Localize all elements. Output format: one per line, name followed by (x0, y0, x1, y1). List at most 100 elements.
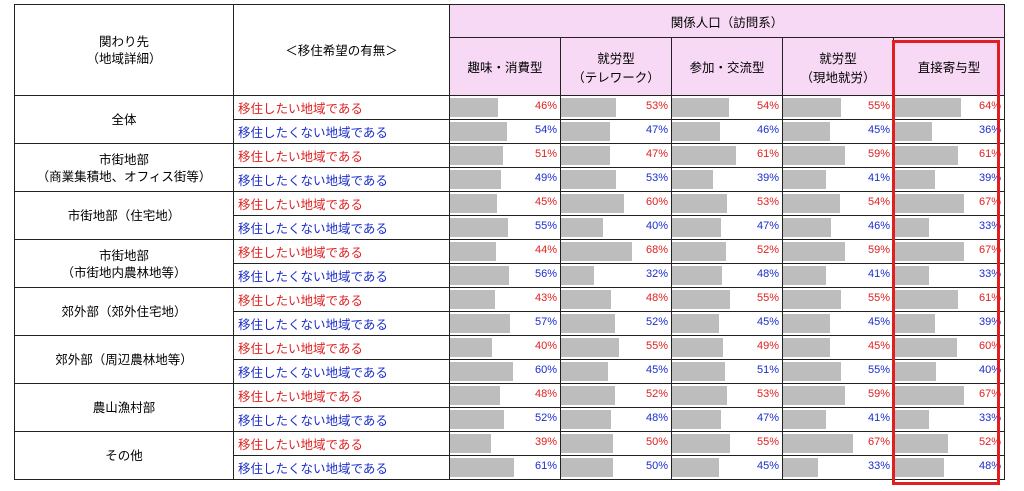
bar-no (561, 314, 616, 333)
bar-cell: 40% (893, 359, 1005, 384)
percent-label: 52% (534, 412, 557, 424)
percent-label: 64% (978, 100, 1001, 112)
region-label: 市街地部 （商業集積地、オフィス街等） (14, 143, 234, 192)
bar-yes (894, 290, 958, 309)
bar-cell: 60% (893, 335, 1005, 360)
bar-cell: 43% (449, 287, 561, 312)
bar-cell: 41% (782, 407, 894, 432)
group-header: 関係人口（訪問系） (449, 4, 1005, 38)
bar-yes (894, 194, 965, 213)
bar-cell: 54% (671, 95, 783, 120)
percent-label: 48% (756, 268, 779, 280)
percent-label: 59% (867, 388, 890, 400)
percent-label: 41% (867, 268, 890, 280)
percent-label: 52% (756, 244, 779, 256)
bar-no (450, 170, 502, 189)
bar-no (450, 458, 514, 477)
percent-label: 51% (534, 148, 557, 160)
table-row: 移住したくない地域である 49% 53% 39% 41% 39% (15, 167, 1005, 192)
bar-cell: 61% (893, 143, 1005, 168)
bar-cell: 44% (449, 239, 561, 264)
bar-cell: 52% (449, 407, 561, 432)
percent-label: 67% (867, 436, 890, 448)
bar-cell: 33% (893, 263, 1005, 288)
bar-yes (783, 194, 840, 213)
percent-label: 49% (756, 340, 779, 352)
percent-label: 46% (756, 124, 779, 136)
bar-yes (450, 434, 491, 453)
percent-label: 53% (756, 388, 779, 400)
bar-yes (450, 194, 498, 213)
category-header: 就労型 （テレワーク） (560, 37, 672, 96)
bar-cell: 48% (893, 455, 1005, 480)
bar-yes (894, 242, 965, 261)
wish-label-yes: 移住したい地域である (233, 335, 450, 360)
bar-yes (561, 386, 616, 405)
percent-label: 40% (645, 220, 668, 232)
bar-cell: 47% (671, 407, 783, 432)
percent-label: 49% (534, 172, 557, 184)
bar-cell: 55% (782, 359, 894, 384)
category-header: 直接寄与型 (893, 37, 1005, 96)
bar-yes (783, 386, 845, 405)
bar-cell: 45% (671, 455, 783, 480)
bar-no (783, 266, 826, 285)
percent-label: 45% (867, 124, 890, 136)
percent-label: 59% (867, 148, 890, 160)
bar-yes (561, 146, 611, 165)
bar-no (672, 266, 723, 285)
bar-cell: 68% (560, 239, 672, 264)
bar-no (894, 170, 935, 189)
bar-cell: 45% (782, 335, 894, 360)
percent-label: 67% (978, 388, 1001, 400)
bar-yes (561, 290, 612, 309)
percent-label: 50% (645, 460, 668, 472)
bar-cell: 59% (782, 143, 894, 168)
percent-label: 33% (978, 412, 1001, 424)
percent-label: 45% (645, 364, 668, 376)
bar-cell: 61% (449, 455, 561, 480)
bar-yes (894, 146, 958, 165)
percent-label: 47% (645, 148, 668, 160)
bar-cell: 36% (893, 119, 1005, 144)
category-header: 就労型 （現地就労） (782, 37, 894, 96)
bar-yes (561, 338, 619, 357)
percent-label: 45% (867, 340, 890, 352)
bar-cell: 47% (560, 143, 672, 168)
bar-cell: 57% (449, 311, 561, 336)
percent-label: 61% (978, 148, 1001, 160)
bar-no (672, 314, 720, 333)
percent-label: 47% (756, 220, 779, 232)
bar-yes (561, 194, 624, 213)
bar-no (561, 266, 595, 285)
bar-cell: 52% (560, 311, 672, 336)
percent-label: 61% (534, 460, 557, 472)
bar-cell: 55% (782, 287, 894, 312)
bar-no (561, 362, 609, 381)
percent-label: 54% (867, 196, 890, 208)
bar-cell: 61% (893, 287, 1005, 312)
bar-cell: 41% (782, 263, 894, 288)
bar-yes (894, 386, 965, 405)
percent-label: 41% (867, 412, 890, 424)
bar-cell: 56% (449, 263, 561, 288)
bar-cell: 39% (449, 431, 561, 456)
bar-cell: 53% (671, 191, 783, 216)
wish-label-yes: 移住したい地域である (233, 191, 450, 216)
bar-cell: 48% (560, 407, 672, 432)
region-label: 市街地部（住宅地） (14, 191, 234, 240)
bar-cell: 59% (782, 239, 894, 264)
region-column-header: 関わり先 （地域詳細） (14, 4, 234, 96)
percent-label: 41% (867, 172, 890, 184)
bar-cell: 40% (560, 215, 672, 240)
bar-no (561, 170, 617, 189)
bar-cell: 32% (560, 263, 672, 288)
percent-label: 45% (756, 460, 779, 472)
bar-cell: 51% (449, 143, 561, 168)
percent-label: 48% (645, 292, 668, 304)
percent-label: 54% (534, 124, 557, 136)
percent-label: 55% (867, 292, 890, 304)
bar-cell: 55% (449, 215, 561, 240)
bar-cell: 64% (893, 95, 1005, 120)
percent-label: 53% (756, 196, 779, 208)
